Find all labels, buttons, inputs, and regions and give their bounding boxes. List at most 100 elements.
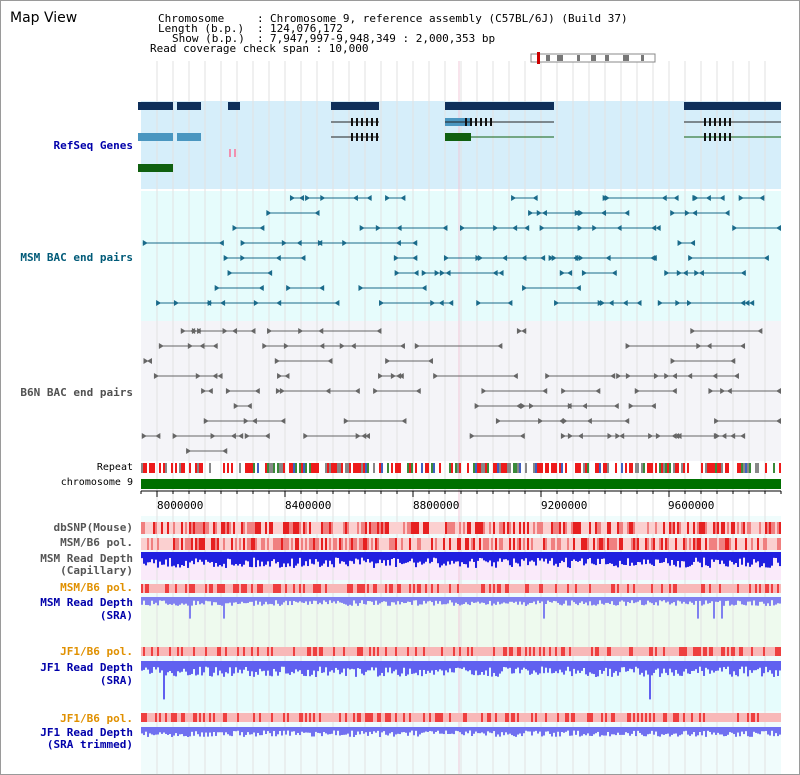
depth-bar (423, 661, 425, 670)
depth-bar (411, 661, 413, 674)
pol-strip-cell (385, 522, 387, 534)
pol-strip-cell (731, 522, 733, 534)
label-msm-b6-pol-1[interactable]: MSM/B6 pol. (60, 536, 133, 549)
depth-bar (343, 727, 345, 735)
depth-bar (735, 552, 737, 564)
depth-bar (339, 597, 341, 603)
depth-bar (691, 552, 693, 565)
gene-mark (234, 149, 236, 157)
pol-strip-cell (249, 584, 251, 593)
label-b6n-bac[interactable]: B6N BAC end pairs (20, 386, 133, 399)
pol-strip-cell (623, 584, 625, 593)
pol-strip-cell (533, 522, 535, 534)
repeat-segment (755, 463, 757, 473)
pol-strip-cell (761, 538, 763, 550)
pol-strip-cell (281, 713, 283, 722)
depth-bar (175, 727, 177, 734)
depth-bar (643, 661, 645, 677)
depth-bar (303, 597, 305, 604)
pol-strip-cell (143, 522, 145, 534)
depth-bar (671, 661, 673, 673)
depth-bar (195, 552, 197, 559)
pol-strip-cell (611, 522, 613, 534)
exon (361, 118, 363, 126)
bac-end (399, 343, 405, 349)
label-jf1-depth-trim-1[interactable]: JF1 Read Depth (40, 726, 133, 739)
pol-strip-cell (647, 713, 649, 722)
bac-end (218, 240, 224, 246)
pol-strip-cell (443, 647, 445, 656)
depth-bar (181, 552, 183, 566)
bac-end (258, 285, 264, 291)
depth-bar (601, 661, 603, 674)
pol-strip-cell (523, 522, 525, 534)
pol-strip-cell (635, 713, 637, 722)
pol-strip-cell (235, 538, 237, 550)
pol-strip-cell (279, 647, 281, 656)
depth-bar (239, 661, 241, 670)
pol-strip-cell (499, 647, 501, 656)
depth-bar (217, 597, 219, 605)
bac-end (358, 285, 364, 291)
pol-strip-cell (427, 538, 429, 550)
pol-strip-cell (355, 538, 357, 550)
pol-strip-cell (647, 584, 649, 593)
pol-strip-cell (307, 522, 309, 534)
gene-body (138, 164, 173, 172)
label-msm-b6-pol-2[interactable]: MSM/B6 pol. (60, 581, 133, 594)
pol-strip-cell (471, 584, 473, 593)
pol-strip-cell (369, 522, 371, 534)
pol-strip-cell (519, 713, 521, 722)
pol-strip-cell (271, 647, 273, 656)
pol-strip-cell (517, 584, 519, 593)
bac-end (394, 270, 400, 276)
pol-strip-cell (541, 522, 543, 534)
pol-strip-cell (583, 713, 585, 722)
label-msm-bac[interactable]: MSM BAC end pairs (20, 251, 133, 264)
pol-strip-cell (353, 522, 355, 534)
pol-strip-cell (393, 584, 395, 593)
depth-bar (693, 552, 695, 562)
pol-strip-cell (485, 522, 487, 534)
depth-bar (311, 597, 313, 604)
pol-strip-cell (617, 647, 619, 656)
pol-strip-cell (291, 647, 293, 656)
label-refseq-genes[interactable]: RefSeq Genes (53, 139, 133, 152)
depth-bar (407, 727, 409, 736)
depth-bar (513, 597, 515, 603)
label-msm-depth-cap-1[interactable]: MSM Read Depth (40, 552, 133, 565)
exon (709, 133, 711, 141)
label-dbsnp[interactable]: dbSNP(Mouse) (53, 521, 133, 534)
pol-strip-cell (257, 713, 259, 722)
pol-strip-cell (433, 713, 435, 722)
depth-bar (705, 727, 707, 737)
depth-bar (679, 552, 681, 568)
pol-strip-cell (351, 647, 353, 656)
pol-strip-cell (691, 713, 693, 722)
pol-strip-cell (153, 647, 155, 656)
depth-bar (571, 597, 573, 601)
pol-strip-cell (271, 538, 273, 550)
depth-bar (417, 552, 419, 563)
label-jf1-b6-pol-2[interactable]: JF1/B6 pol. (60, 712, 133, 725)
pol-strip-cell (339, 522, 341, 534)
pol-strip-cell (247, 713, 249, 722)
depth-bar (319, 727, 321, 734)
pol-strip-cell (413, 522, 415, 534)
label-jf1-b6-pol-1[interactable]: JF1/B6 pol. (60, 645, 133, 658)
pol-strip-cell (563, 713, 565, 722)
pol-strip-cell (143, 538, 145, 550)
depth-bar (263, 661, 265, 671)
depth-bar (201, 727, 203, 733)
depth-bar (683, 552, 685, 562)
pol-strip-cell (425, 713, 427, 722)
pol-strip-cell (463, 522, 465, 534)
pol-strip-cell (623, 538, 625, 550)
pol-strip-cell (511, 584, 513, 593)
label-jf1-depth-sra-1[interactable]: JF1 Read Depth (40, 661, 133, 674)
depth-bar (539, 727, 541, 732)
label-msm-depth-sra-1[interactable]: MSM Read Depth (40, 596, 133, 609)
depth-bar (421, 552, 423, 565)
pol-strip-cell (255, 522, 257, 534)
pol-strip-cell (749, 713, 751, 722)
